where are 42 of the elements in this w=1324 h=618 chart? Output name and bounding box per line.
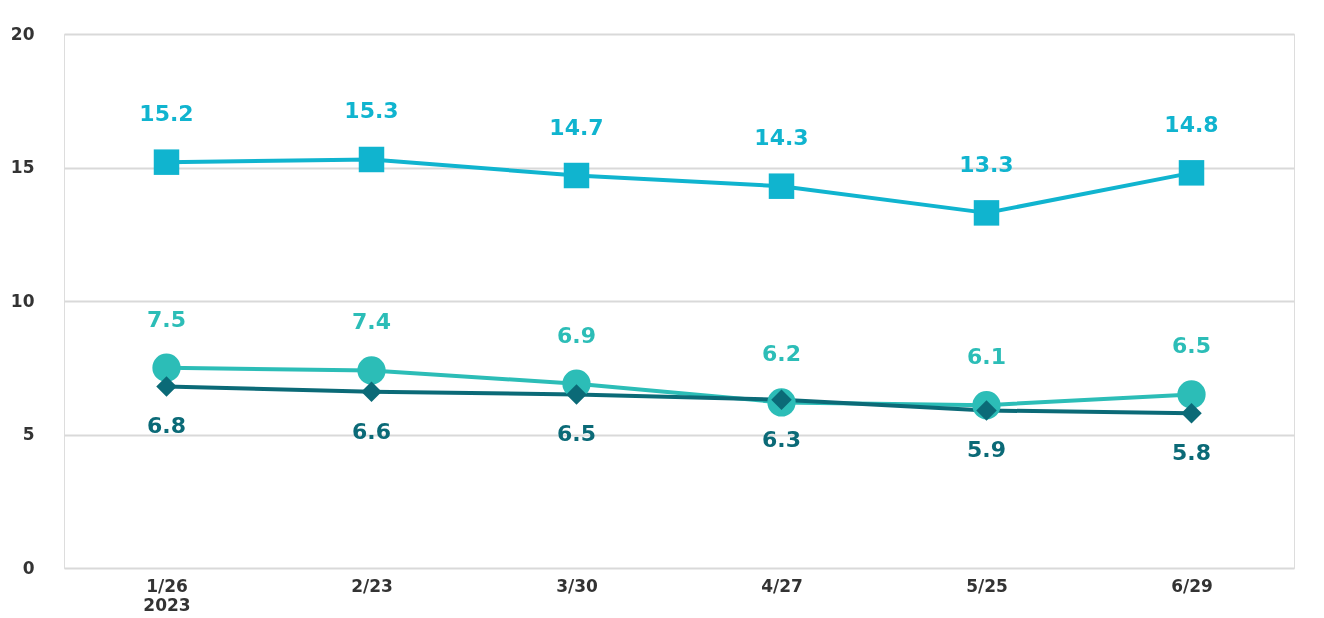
data-label: 5.8: [1172, 440, 1211, 466]
point: [1177, 380, 1206, 409]
data-label: 6.3: [762, 426, 801, 452]
data-label: 14.7: [549, 114, 604, 140]
x-tick-label: 2/23: [351, 575, 393, 596]
x-tick-label: 5/25: [966, 575, 1008, 596]
point: [152, 353, 181, 382]
data-label: 6.5: [557, 421, 596, 447]
data-label: 6.8: [147, 413, 186, 439]
data-label: 5.9: [967, 437, 1006, 463]
point: [153, 149, 180, 175]
point: [156, 376, 177, 397]
x-tick-label: 6/29: [1171, 575, 1213, 596]
point: [563, 162, 590, 189]
data-label: 14.8: [1164, 111, 1219, 137]
data-label: 13.3: [959, 151, 1014, 177]
point: [358, 146, 385, 173]
y-tick-label: 5: [22, 424, 35, 444]
data-label: 6.1: [967, 344, 1006, 370]
y-tick-label: 0: [22, 557, 35, 578]
point: [768, 173, 795, 199]
y-tick-label: 15: [10, 157, 35, 177]
data-label: 6.2: [762, 341, 801, 367]
point: [973, 200, 1000, 226]
y-tick-label: 20: [10, 23, 35, 44]
point: [361, 381, 382, 403]
data-label: 15.2: [139, 101, 194, 127]
point: [1181, 402, 1202, 424]
data-label: 14.3: [754, 125, 809, 151]
data-label: 6.9: [557, 322, 596, 348]
x-tick-label: 3/30: [556, 575, 599, 596]
data-label: 7.4: [352, 309, 391, 335]
y-tick-label: 10: [10, 290, 35, 311]
data-label: 15.3: [344, 98, 399, 124]
x-tick-label: 4/27: [761, 575, 803, 596]
point: [566, 384, 587, 405]
data-label: 6.5: [1172, 333, 1211, 359]
data-label: 7.5: [147, 306, 186, 332]
point: [357, 356, 386, 385]
x-tick-label: 1/26 2023: [143, 575, 191, 615]
point: [1178, 160, 1205, 186]
data-label: 6.6: [352, 418, 391, 444]
